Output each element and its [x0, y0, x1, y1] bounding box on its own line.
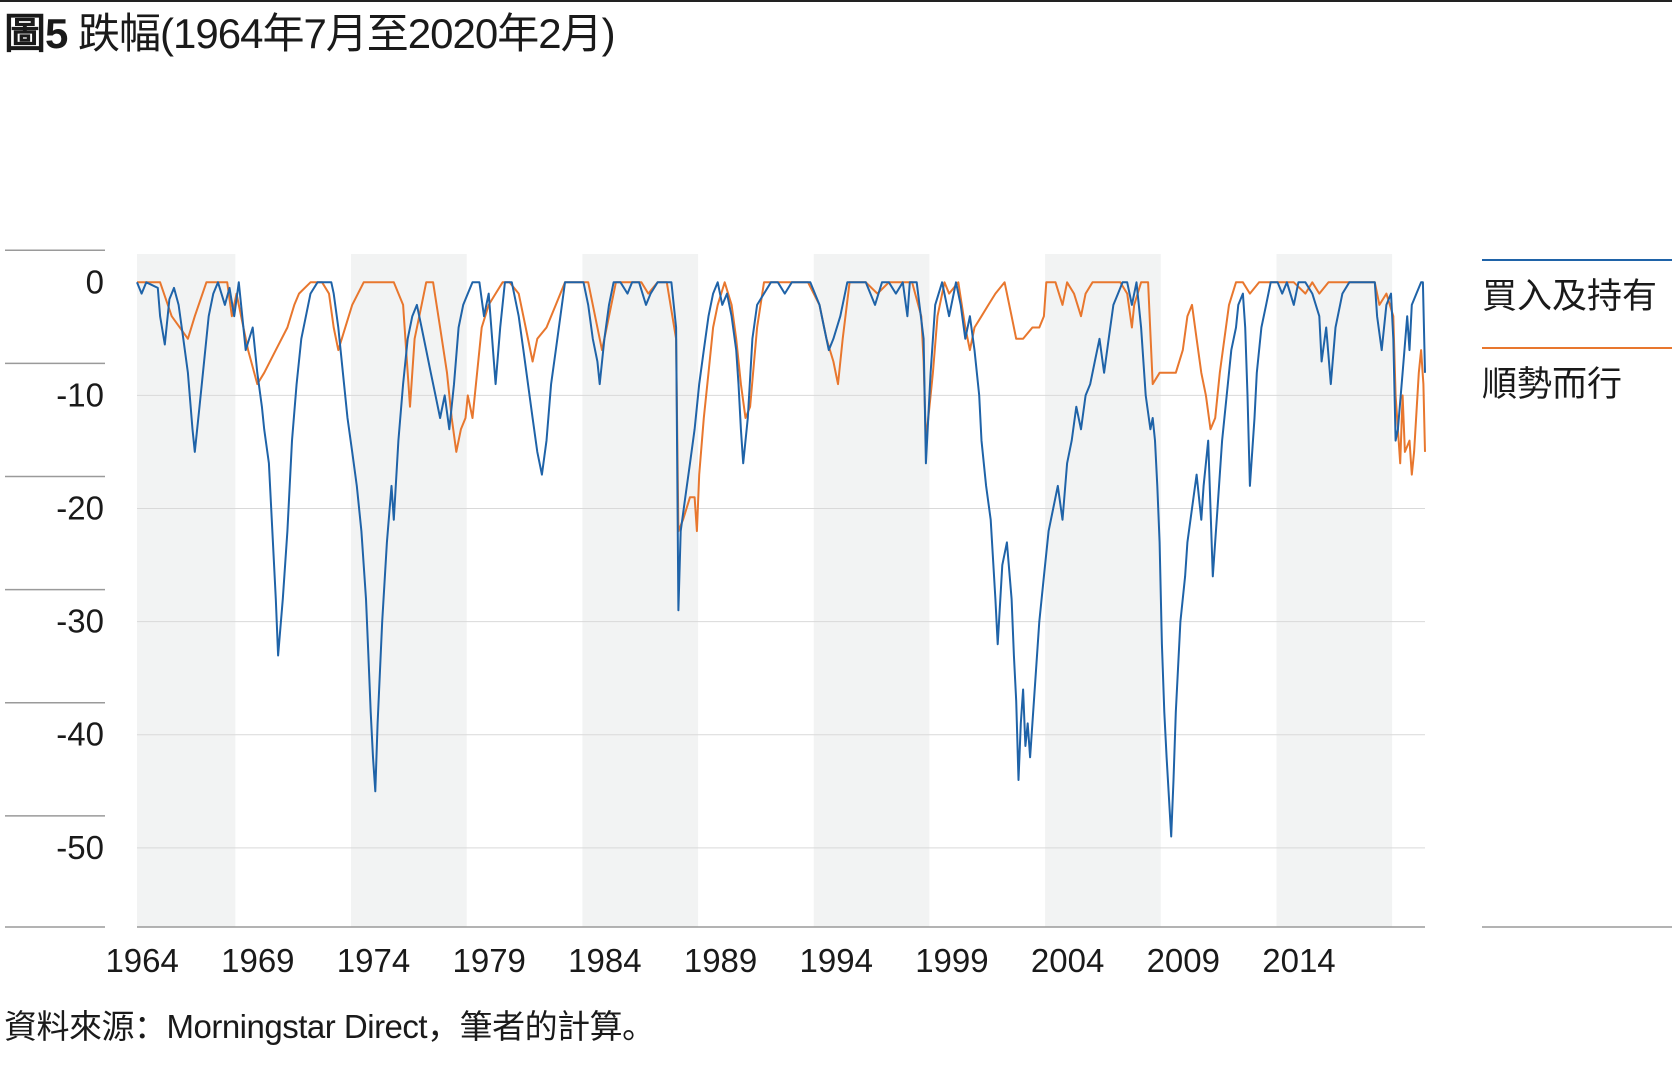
- x-tick-label: 1964: [105, 942, 178, 979]
- legend-label-1: 順勢而行: [1482, 365, 1622, 404]
- x-axis: 1964 1969 1974 1979 1984 1989 1994 1999 2004 2009…: [105, 942, 1335, 979]
- shaded-band-2: [582, 254, 699, 927]
- title-text: 跌幅(1964年7月至2020年2月): [78, 10, 616, 57]
- y-axis: 0 -10 -20 -30 -40 -50: [5, 249, 105, 928]
- figure-label: 圖5: [4, 10, 68, 57]
- chart-title: 圖5 跌幅(1964年7月至2020年2月): [4, 8, 616, 60]
- x-tick-label: 1984: [568, 942, 641, 979]
- x-tick-label: 2014: [1262, 942, 1335, 979]
- x-tick-label: 2004: [1031, 942, 1104, 979]
- y-tick-label: 0: [86, 263, 104, 300]
- x-tick-label: 1974: [337, 942, 410, 979]
- shaded-band-3: [813, 254, 930, 927]
- x-tick-label: 2009: [1147, 942, 1220, 979]
- series-line-0: [136, 281, 1426, 838]
- x-tick-label: 1999: [915, 942, 988, 979]
- x-tick-label: 1994: [800, 942, 873, 979]
- x-tick-label: 1979: [452, 942, 525, 979]
- legend-label-0: 買入及持有: [1482, 277, 1657, 316]
- source-note: 資料來源：Morningstar Direct，筆者的計算。: [4, 1008, 655, 1045]
- shaded-band-1: [351, 254, 467, 927]
- series-line-1: [137, 281, 1426, 533]
- x-tick-label: 1969: [221, 942, 294, 979]
- y-tick-label: -10: [56, 376, 104, 413]
- y-tick-label: -50: [56, 829, 104, 866]
- x-tick-label: 1989: [684, 942, 757, 979]
- shaded-bands: [137, 254, 1393, 927]
- y-tick-label: -20: [56, 489, 104, 526]
- top-rule: [0, 0, 1672, 2]
- y-tick-label: -40: [56, 716, 104, 753]
- series-lines: [136, 281, 1426, 838]
- y-tick-label: -30: [56, 603, 104, 640]
- gridlines: [137, 394, 1425, 928]
- shaded-band-5: [1276, 254, 1393, 927]
